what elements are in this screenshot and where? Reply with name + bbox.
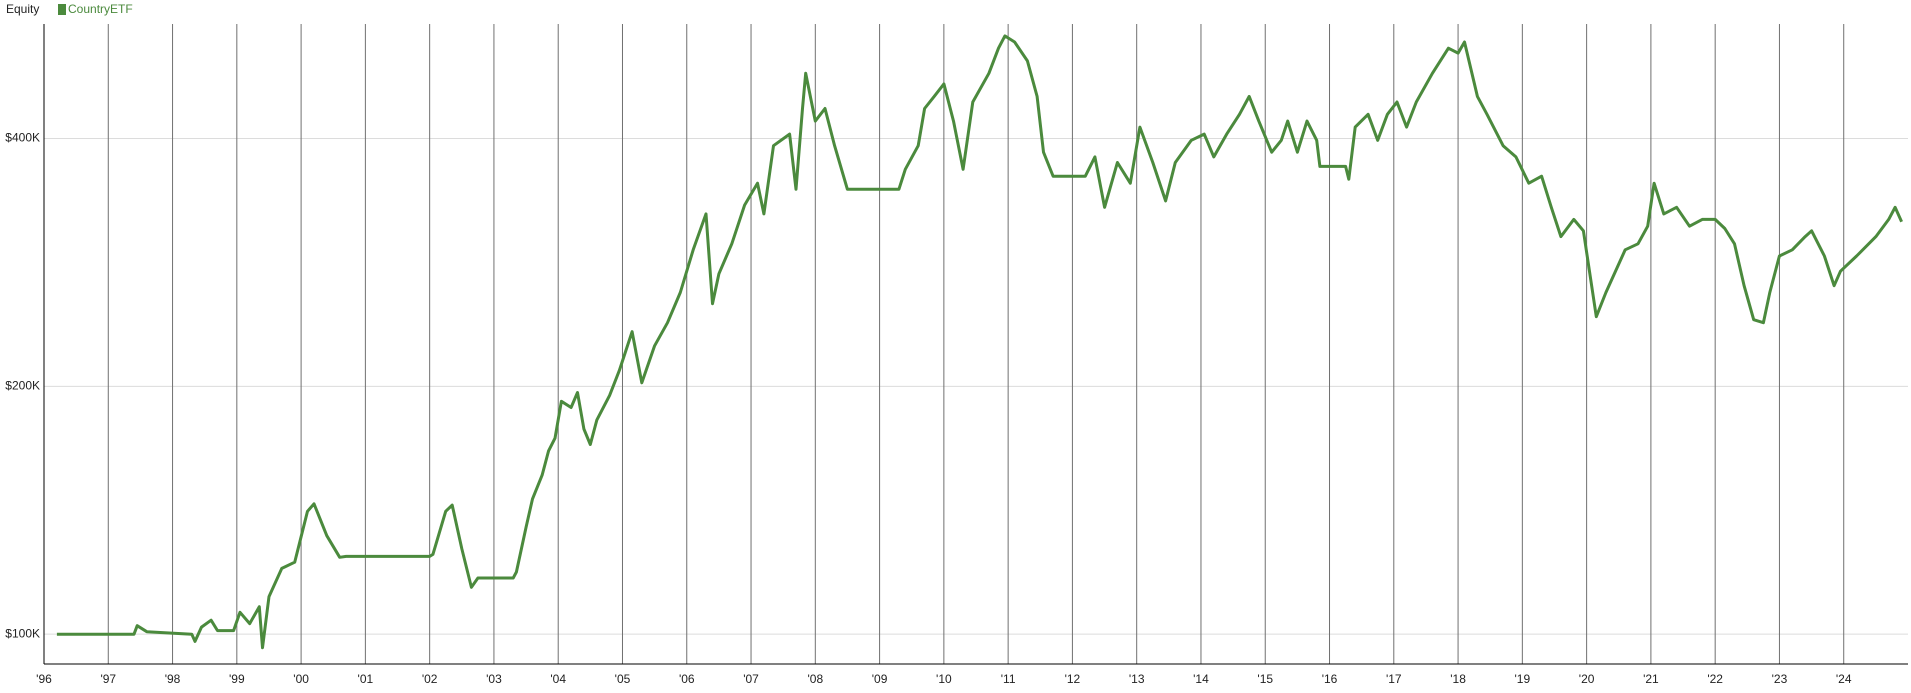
x-tick-label: '07 xyxy=(743,672,759,686)
x-tick-label: '17 xyxy=(1386,672,1402,686)
x-tick-label: '10 xyxy=(936,672,952,686)
x-tick-label: '18 xyxy=(1450,672,1466,686)
x-tick-label: '99 xyxy=(229,672,245,686)
x-tick-label: '20 xyxy=(1579,672,1595,686)
x-tick-label: '21 xyxy=(1643,672,1659,686)
x-tick-label: '00 xyxy=(293,672,309,686)
legend-label: CountryETF xyxy=(68,2,133,16)
x-tick-label: '09 xyxy=(872,672,888,686)
x-tick-label: '04 xyxy=(550,672,566,686)
x-tick-label: '01 xyxy=(358,672,374,686)
x-tick-label: '22 xyxy=(1707,672,1723,686)
x-tick-label: '12 xyxy=(1065,672,1081,686)
x-tick-label: '98 xyxy=(165,672,181,686)
x-tick-label: '06 xyxy=(679,672,695,686)
x-tick-label: '15 xyxy=(1257,672,1273,686)
y-tick-label: $200K xyxy=(5,379,40,393)
x-tick-label: '11 xyxy=(1001,672,1016,686)
equity-line xyxy=(56,34,1903,650)
x-tick-label: '13 xyxy=(1129,672,1145,686)
x-tick-label: '02 xyxy=(422,672,438,686)
x-tick-label: '08 xyxy=(807,672,823,686)
legend-swatch xyxy=(58,4,66,15)
x-tick-label: '96 xyxy=(36,672,52,686)
x-tick-label: '19 xyxy=(1515,672,1531,686)
x-tick-label: '03 xyxy=(486,672,502,686)
y-tick-label: $400K xyxy=(5,131,40,145)
chart-title: Equity xyxy=(6,2,39,16)
x-tick-label: '05 xyxy=(615,672,631,686)
x-tick-label: '23 xyxy=(1772,672,1788,686)
x-tick-label: '97 xyxy=(100,672,116,686)
x-tick-label: '24 xyxy=(1836,672,1852,686)
y-tick-label: $100K xyxy=(5,626,40,640)
x-tick-label: '16 xyxy=(1322,672,1338,686)
x-tick-label: '14 xyxy=(1193,672,1209,686)
